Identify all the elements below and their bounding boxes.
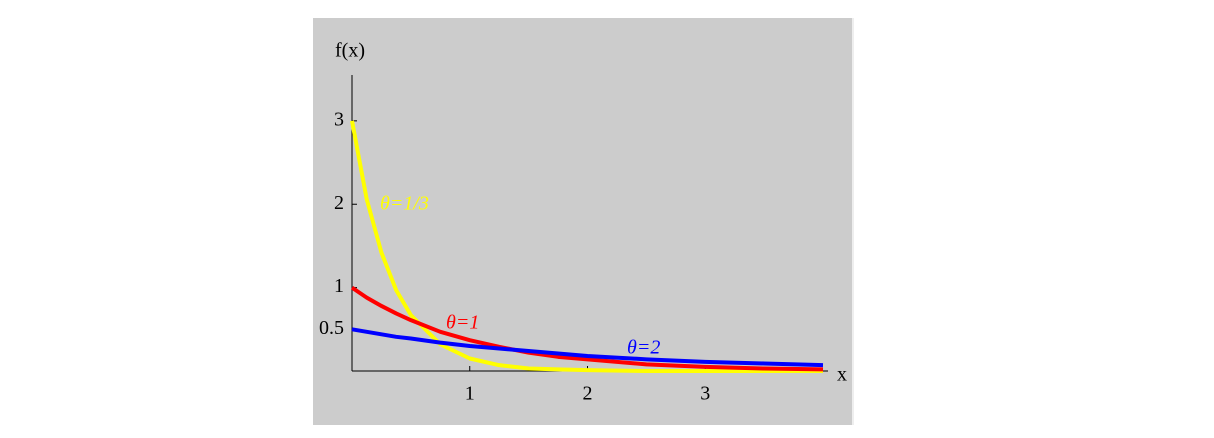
x-axis-label: x xyxy=(837,364,847,386)
y-axis-label: f(x) xyxy=(335,40,365,62)
series-line xyxy=(351,327,824,368)
y-tick-label: 1 xyxy=(334,275,344,297)
x-tick-label: 1 xyxy=(465,383,475,405)
series-label: θ=1 xyxy=(446,312,479,334)
y-tick-label: 0.5 xyxy=(319,317,344,339)
x-tick-label: 3 xyxy=(700,383,710,405)
series-label: θ=2 xyxy=(627,337,660,359)
series-line xyxy=(350,120,823,373)
y-tick-label: 2 xyxy=(334,192,344,214)
x-tick-label: 2 xyxy=(583,383,593,405)
y-tick-label: 3 xyxy=(334,108,344,130)
series-label: θ=1/3 xyxy=(380,193,429,215)
